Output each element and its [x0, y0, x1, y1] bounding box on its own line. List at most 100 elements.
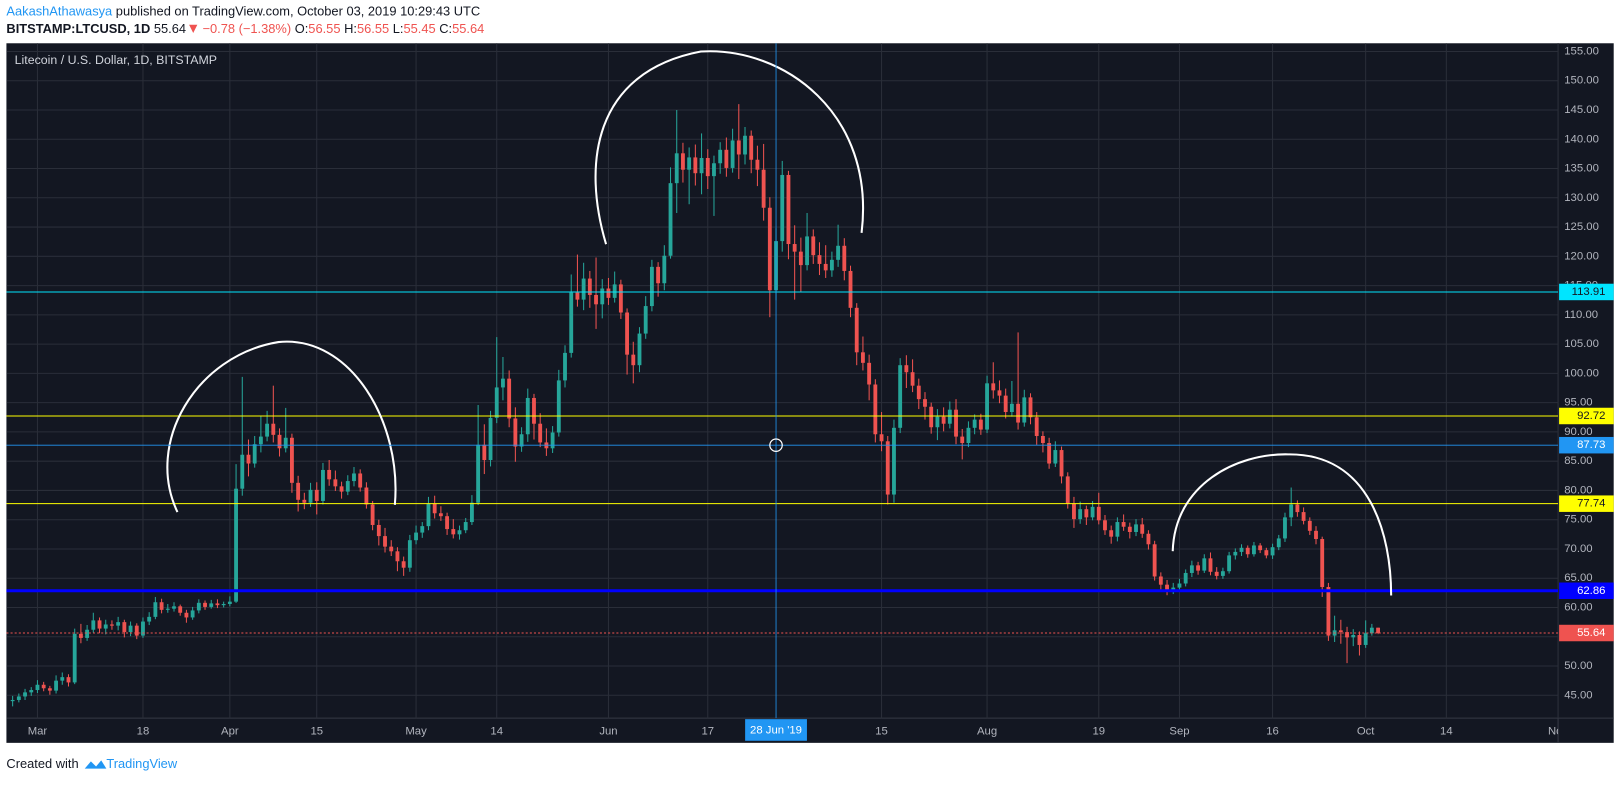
candle-body	[122, 622, 127, 633]
crosshair-y-label: 87.73	[1577, 439, 1605, 451]
candle-body	[656, 266, 661, 284]
candle-body	[916, 385, 921, 400]
published: published on TradingView.com, October 03…	[116, 4, 480, 19]
candle-body	[550, 432, 555, 449]
y-tick-label: 105.00	[1564, 338, 1599, 350]
y-tick-label: 130.00	[1564, 192, 1599, 204]
footer-brand[interactable]: TradingView	[106, 756, 177, 771]
candle-body	[457, 530, 462, 535]
candle-body	[1022, 397, 1027, 423]
candle-body	[618, 284, 623, 313]
candle-body	[1121, 522, 1126, 527]
candle-body	[724, 149, 729, 168]
footer-background	[0, 743, 1616, 782]
y-tick-label: 90.00	[1564, 426, 1592, 438]
candle-body	[1115, 522, 1120, 537]
crosshair-y-box	[1559, 436, 1614, 454]
candle-body	[1220, 571, 1225, 576]
candle-body	[606, 288, 611, 298]
candle-body	[792, 244, 797, 252]
candle-body	[283, 437, 288, 449]
x-tick-label: 19	[1092, 726, 1105, 738]
candle-body	[376, 524, 381, 537]
candle-body	[1146, 533, 1151, 545]
candle-body	[1239, 547, 1244, 552]
candle-body	[54, 680, 59, 691]
candle-body	[1152, 544, 1157, 577]
candle-body	[91, 620, 96, 630]
candle-body	[674, 153, 679, 184]
candle-body	[730, 140, 735, 168]
candle-body	[1376, 627, 1380, 634]
y-tick-label: 85.00	[1564, 455, 1592, 467]
crosshair: 28 Jun '19 87.73	[6, 43, 1614, 741]
candle-body	[178, 606, 183, 613]
candle-body	[1096, 506, 1101, 521]
candle-body	[885, 441, 890, 495]
chart-title: Litecoin / U.S. Dollar, 1D, BITSTAMP	[15, 53, 217, 67]
o-value: 56.55	[308, 21, 340, 36]
candle-body	[513, 418, 518, 447]
candle-body	[401, 561, 406, 568]
candle-body	[767, 207, 772, 291]
candle-body	[1326, 587, 1331, 636]
candle-body	[1084, 509, 1089, 518]
candle-body	[1009, 403, 1014, 413]
y-tick-label: 60.00	[1564, 601, 1592, 613]
candle-body	[147, 616, 152, 622]
candle-body	[587, 278, 592, 295]
candle-body	[1214, 571, 1219, 576]
h-value: 56.55	[357, 21, 389, 36]
candle-body	[892, 427, 896, 495]
candle-body	[1134, 524, 1138, 532]
candle-body	[389, 546, 394, 552]
x-tick-label: 18	[137, 726, 150, 738]
candle-body	[1072, 503, 1076, 520]
candle-body	[805, 236, 809, 266]
x-tick-label: Oct	[1357, 726, 1375, 738]
candle-body	[103, 624, 108, 629]
candle-body	[631, 354, 636, 366]
candle-body	[854, 307, 859, 353]
candle-body	[1258, 545, 1263, 551]
candle-body	[643, 306, 648, 334]
candle-body	[358, 473, 363, 488]
candle-body	[308, 489, 313, 503]
candle-body	[296, 482, 301, 500]
candle-body	[1295, 504, 1300, 513]
x-tick-label: Mar	[28, 726, 48, 738]
candle-body	[699, 157, 704, 174]
candle-body	[681, 153, 685, 170]
candle-body	[414, 532, 418, 541]
candle-body	[798, 251, 803, 266]
candle-body	[1301, 512, 1306, 521]
candle-body	[1276, 538, 1281, 548]
candle-body	[97, 620, 102, 629]
candle-body	[1158, 576, 1163, 585]
y-tick-label: 150.00	[1564, 75, 1599, 87]
c-value: 55.64	[452, 21, 484, 36]
candle-body	[712, 163, 716, 177]
candle-body	[23, 692, 27, 697]
candle-body	[1090, 506, 1095, 518]
candle-body	[246, 454, 251, 464]
candle-body	[1059, 450, 1064, 477]
candle-body	[718, 149, 723, 164]
x-tick-label: Sep	[1169, 726, 1189, 738]
candle-body	[184, 612, 189, 618]
candle-body	[1307, 520, 1312, 531]
candle-body	[991, 383, 996, 391]
y-tick-label: 100.00	[1564, 367, 1599, 379]
candle-body	[221, 603, 226, 606]
candle-body	[190, 610, 195, 618]
author[interactable]: AakashAthawasya	[6, 4, 113, 19]
footer-text: Created with	[6, 756, 78, 771]
candle-body	[867, 362, 872, 385]
candle-body	[265, 423, 270, 437]
candle-body	[1053, 450, 1058, 464]
candle-body	[935, 416, 940, 428]
candle-body	[637, 333, 642, 366]
x-tick-label: 16	[1266, 726, 1279, 738]
candle-body	[463, 522, 468, 531]
candle-body	[625, 312, 630, 355]
